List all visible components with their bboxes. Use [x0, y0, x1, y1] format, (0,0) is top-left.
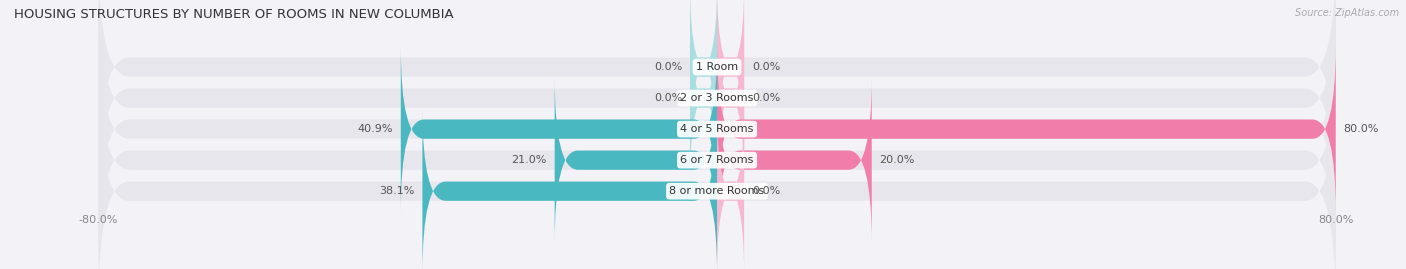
FancyBboxPatch shape — [717, 108, 744, 269]
Text: 38.1%: 38.1% — [380, 186, 415, 196]
FancyBboxPatch shape — [98, 46, 1336, 269]
Text: 40.9%: 40.9% — [357, 124, 394, 134]
FancyBboxPatch shape — [401, 46, 717, 213]
FancyBboxPatch shape — [717, 77, 872, 244]
Text: 4 or 5 Rooms: 4 or 5 Rooms — [681, 124, 754, 134]
FancyBboxPatch shape — [717, 46, 1336, 213]
FancyBboxPatch shape — [98, 0, 1336, 213]
FancyBboxPatch shape — [717, 15, 744, 182]
FancyBboxPatch shape — [717, 0, 744, 151]
FancyBboxPatch shape — [98, 77, 1336, 269]
Text: 20.0%: 20.0% — [880, 155, 915, 165]
Text: 0.0%: 0.0% — [752, 62, 780, 72]
Text: 0.0%: 0.0% — [752, 186, 780, 196]
Text: 21.0%: 21.0% — [512, 155, 547, 165]
Text: 0.0%: 0.0% — [752, 93, 780, 103]
Text: 2 or 3 Rooms: 2 or 3 Rooms — [681, 93, 754, 103]
FancyBboxPatch shape — [98, 0, 1336, 182]
FancyBboxPatch shape — [422, 108, 717, 269]
FancyBboxPatch shape — [98, 15, 1336, 244]
Text: 0.0%: 0.0% — [654, 62, 682, 72]
Text: 80.0%: 80.0% — [1344, 124, 1379, 134]
Text: 8 or more Rooms: 8 or more Rooms — [669, 186, 765, 196]
Text: 6 or 7 Rooms: 6 or 7 Rooms — [681, 155, 754, 165]
Text: HOUSING STRUCTURES BY NUMBER OF ROOMS IN NEW COLUMBIA: HOUSING STRUCTURES BY NUMBER OF ROOMS IN… — [14, 8, 454, 21]
Text: 0.0%: 0.0% — [654, 93, 682, 103]
Text: 1 Room: 1 Room — [696, 62, 738, 72]
FancyBboxPatch shape — [554, 77, 717, 244]
FancyBboxPatch shape — [690, 0, 717, 151]
Text: Source: ZipAtlas.com: Source: ZipAtlas.com — [1295, 8, 1399, 18]
FancyBboxPatch shape — [690, 15, 717, 182]
